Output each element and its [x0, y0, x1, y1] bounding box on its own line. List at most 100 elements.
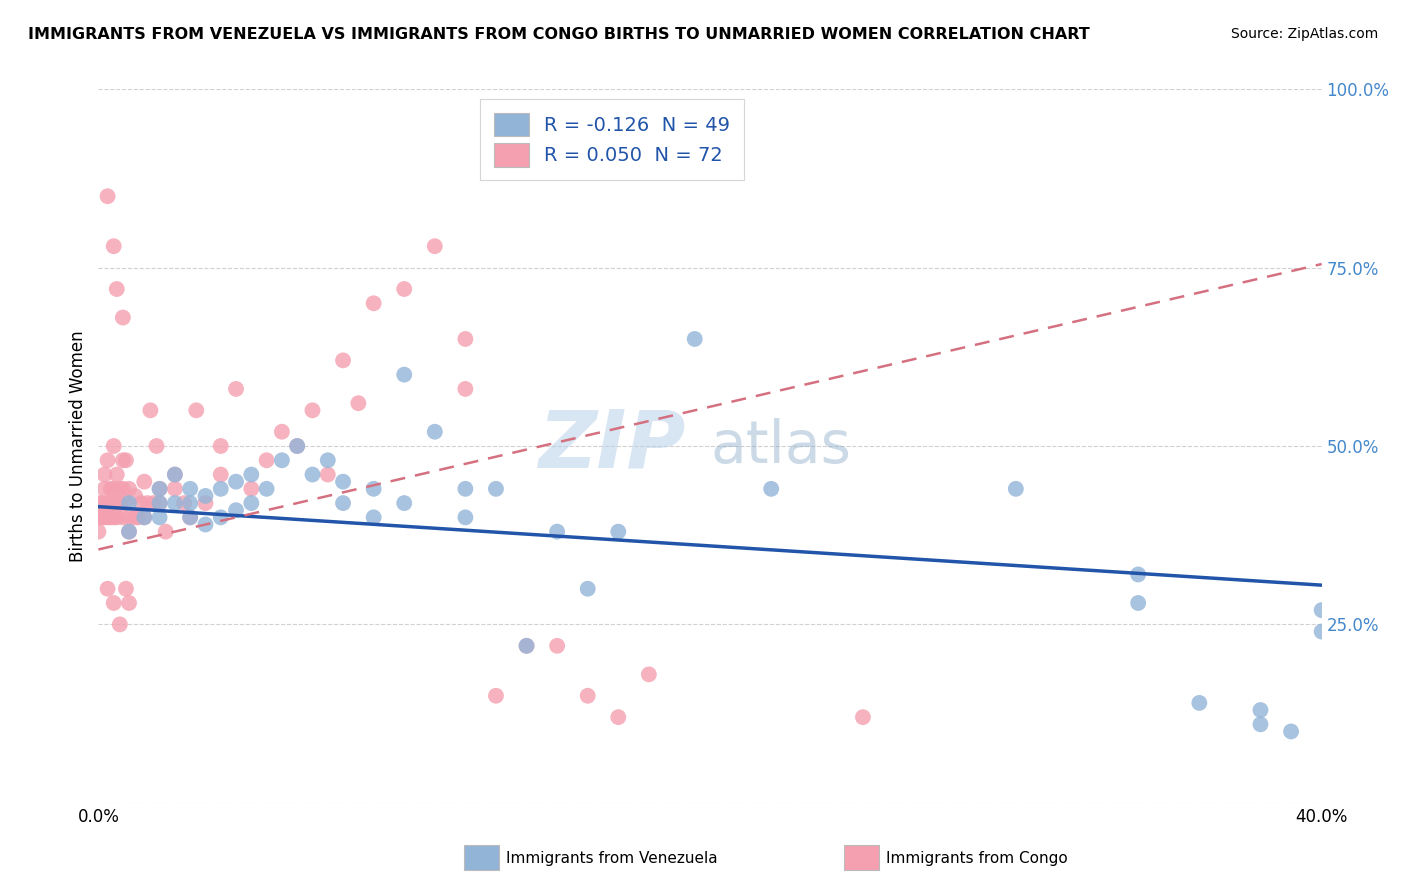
Point: [270, 425, 292, 439]
Point: [179, 496, 201, 510]
Point: [149, 496, 172, 510]
Point: [87, 524, 110, 539]
Point: [759, 482, 782, 496]
Point: [97, 453, 120, 467]
Point: [225, 503, 247, 517]
Point: [134, 510, 156, 524]
Point: [454, 510, 477, 524]
Point: [93, 467, 115, 482]
Point: [301, 403, 323, 417]
Point: [149, 482, 172, 496]
Point: [142, 496, 165, 510]
Text: Immigrants from Venezuela: Immigrants from Venezuela: [506, 852, 718, 866]
Point: [90, 496, 112, 510]
Point: [127, 510, 149, 524]
Point: [516, 639, 538, 653]
Point: [209, 439, 232, 453]
Point: [516, 639, 538, 653]
Text: Source: ZipAtlas.com: Source: ZipAtlas.com: [1230, 27, 1378, 41]
Text: atlas: atlas: [710, 417, 851, 475]
Point: [683, 332, 706, 346]
Point: [392, 282, 416, 296]
Point: [179, 482, 201, 496]
Point: [118, 596, 141, 610]
Text: ZIP: ZIP: [538, 407, 686, 485]
Point: [285, 439, 308, 453]
Point: [316, 467, 339, 482]
Text: IMMIGRANTS FROM VENEZUELA VS IMMIGRANTS FROM CONGO BIRTHS TO UNMARRIED WOMEN COR: IMMIGRANTS FROM VENEZUELA VS IMMIGRANTS …: [28, 27, 1090, 42]
Point: [124, 510, 146, 524]
Point: [546, 524, 568, 539]
Point: [179, 510, 201, 524]
Point: [103, 482, 125, 496]
Point: [392, 368, 416, 382]
Point: [270, 453, 292, 467]
Legend: R = -0.126  N = 49, R = 0.050  N = 72: R = -0.126 N = 49, R = 0.050 N = 72: [481, 99, 744, 180]
Point: [103, 439, 125, 453]
Point: [118, 496, 141, 510]
Point: [423, 239, 446, 253]
Point: [118, 510, 141, 524]
Point: [546, 639, 568, 653]
Point: [852, 710, 875, 724]
Point: [111, 453, 134, 467]
Point: [111, 482, 134, 496]
Point: [332, 353, 354, 368]
Point: [1310, 603, 1333, 617]
Point: [1249, 717, 1271, 731]
Point: [285, 439, 308, 453]
Point: [454, 382, 477, 396]
Point: [163, 467, 186, 482]
Point: [392, 496, 416, 510]
Point: [209, 510, 232, 524]
Point: [194, 489, 217, 503]
Point: [100, 496, 122, 510]
Point: [129, 496, 152, 510]
Point: [100, 482, 122, 496]
Point: [347, 396, 370, 410]
Point: [576, 582, 599, 596]
Point: [115, 582, 138, 596]
Point: [145, 439, 167, 453]
Point: [485, 482, 508, 496]
Point: [1249, 703, 1271, 717]
Point: [256, 482, 278, 496]
Point: [105, 496, 128, 510]
Point: [136, 496, 159, 510]
Point: [1128, 596, 1150, 610]
Point: [103, 596, 125, 610]
Point: [301, 467, 323, 482]
Text: Immigrants from Congo: Immigrants from Congo: [886, 852, 1067, 866]
Point: [240, 496, 263, 510]
Point: [108, 496, 131, 510]
Point: [209, 482, 232, 496]
Point: [163, 496, 186, 510]
Point: [118, 482, 141, 496]
Point: [332, 475, 354, 489]
Point: [118, 524, 141, 539]
Point: [186, 403, 208, 417]
Point: [1279, 724, 1302, 739]
Point: [194, 517, 217, 532]
Point: [115, 496, 138, 510]
Point: [163, 467, 186, 482]
Point: [316, 453, 339, 467]
Point: [149, 496, 172, 510]
Point: [1128, 567, 1150, 582]
Point: [97, 496, 120, 510]
Point: [103, 239, 125, 253]
Point: [87, 496, 110, 510]
Point: [97, 582, 120, 596]
Point: [134, 510, 156, 524]
Point: [1188, 696, 1211, 710]
Point: [225, 475, 247, 489]
Point: [179, 510, 201, 524]
Point: [134, 475, 156, 489]
Point: [105, 282, 128, 296]
Point: [105, 467, 128, 482]
Point: [240, 467, 263, 482]
Point: [163, 482, 186, 496]
Point: [423, 425, 446, 439]
Point: [108, 617, 131, 632]
Point: [209, 467, 232, 482]
